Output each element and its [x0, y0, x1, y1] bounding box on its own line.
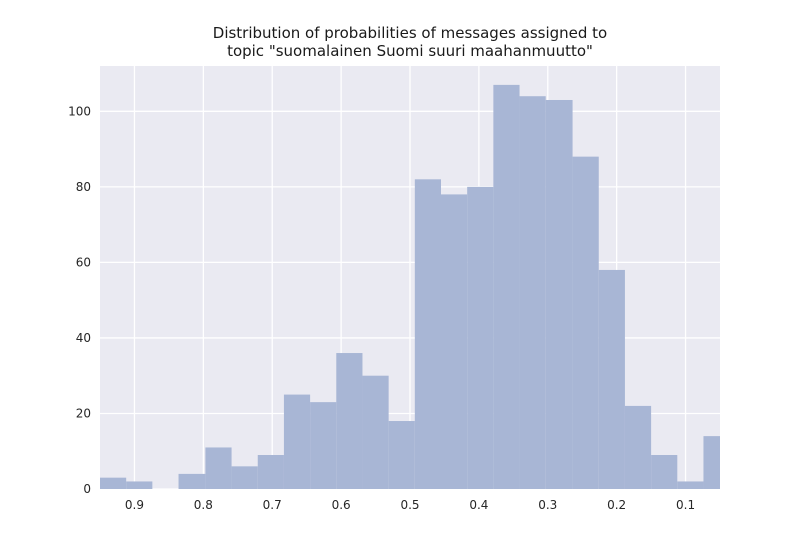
histogram-bar	[362, 375, 389, 489]
histogram-bar	[441, 194, 468, 490]
histogram-bar	[677, 481, 704, 489]
y-tick-label: 40	[76, 331, 91, 345]
histogram-bar	[572, 156, 599, 489]
x-tick-label: 0.1	[676, 498, 695, 512]
histogram-bar	[545, 99, 573, 489]
histogram-bar	[178, 473, 206, 489]
x-tick-label: 0.5	[400, 498, 419, 512]
histogram-bar	[257, 455, 284, 489]
histogram-bar	[205, 447, 232, 489]
x-tick-label: 0.4	[469, 498, 488, 512]
y-tick-label: 20	[76, 406, 91, 420]
x-tick-label: 0.7	[263, 498, 282, 512]
histogram-bar	[703, 436, 720, 489]
histogram-bar	[624, 405, 652, 489]
y-tick-label: 80	[76, 180, 91, 194]
chart-title-line-1: Distribution of probabilities of message…	[212, 24, 608, 42]
x-tick-label: 0.3	[538, 498, 557, 512]
histogram-bar	[414, 179, 441, 489]
histogram-bar	[651, 455, 678, 489]
histogram-bar	[598, 269, 625, 489]
y-tick-label: 100	[68, 104, 91, 118]
x-tick-label: 0.6	[332, 498, 351, 512]
x-tick-label: 0.8	[194, 498, 213, 512]
chart-title-line-2: topic "suomalainen Suomi suuri maahanmuu…	[227, 42, 593, 60]
histogram-bar	[231, 466, 258, 489]
y-tick-label: 60	[76, 255, 91, 269]
chart-title: Distribution of probabilities of message…	[0, 24, 800, 60]
y-tick-labels: 0 20 40 60 80 100	[68, 104, 91, 496]
histogram-bar	[493, 84, 520, 490]
histogram-bar	[336, 353, 363, 489]
y-tick-label: 0	[83, 482, 91, 496]
histogram-bar	[283, 394, 311, 489]
histogram-bar	[310, 402, 337, 489]
x-tick-label: 0.2	[607, 498, 626, 512]
histogram-bar	[126, 481, 153, 489]
histogram-bars	[100, 84, 720, 490]
histogram-bar	[467, 186, 494, 489]
x-tick-label: 0.9	[125, 498, 144, 512]
histogram-bar	[388, 421, 415, 489]
x-tick-labels: 0.9 0.8 0.7 0.6 0.5 0.4 0.3 0.2 0.1	[125, 498, 695, 512]
histogram-bar	[519, 96, 546, 489]
histogram-bar	[100, 477, 127, 489]
